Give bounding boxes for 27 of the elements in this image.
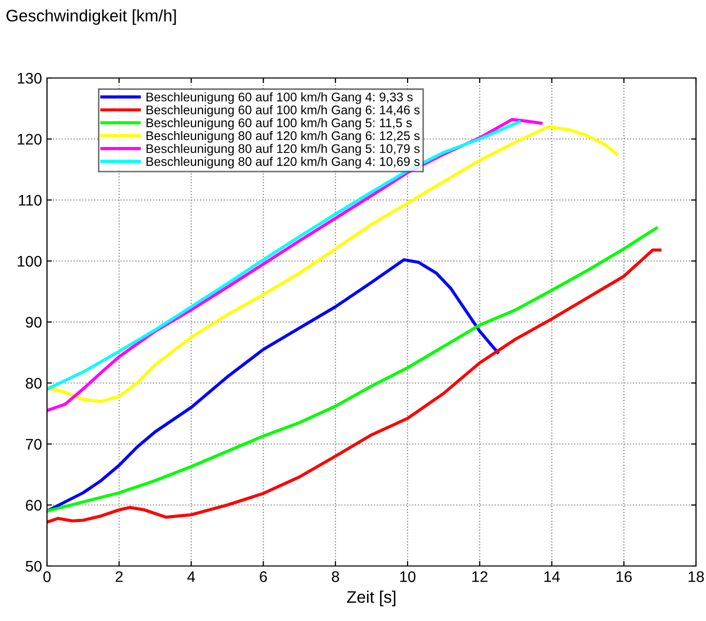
y-tick-label: 70: [26, 438, 42, 450]
y-tick-label: 110: [18, 194, 42, 206]
legend-label: Beschleunigung 60 auf 100 km/h Gang 4: 9,33 s: [146, 92, 413, 104]
x-tick-label: 16: [616, 571, 632, 582]
x-tick-label: 10: [400, 571, 416, 582]
x-tick-label: 4: [187, 571, 196, 582]
legend-label: Beschleunigung 80 auf 120 km/h Gang 6: 12,25 s: [146, 130, 420, 143]
legend-label: Beschleunigung 60 auf 100 km/h Gang 6: 14,46 s: [146, 105, 420, 117]
y-tick-label: 80: [26, 378, 42, 389]
y-axis-title: Geschwindigkeit [km/h]: [6, 9, 176, 25]
legend-label: Beschleunigung 80 auf 120 km/h Gang 4: 10,69 s: [146, 156, 420, 168]
x-tick-label: 14: [544, 571, 560, 582]
y-tick-label: 60: [26, 500, 42, 511]
x-tick-label: 12: [472, 571, 488, 582]
y-tick-label: 130: [18, 72, 42, 84]
legend-label: Beschleunigung 60 auf 100 km/h Gang 5: 11,5 s: [146, 118, 412, 130]
y-tick-label: 100: [18, 256, 42, 267]
y-tick-label: 90: [26, 316, 42, 328]
x-axis-title: Zeit [s]: [347, 590, 396, 606]
x-tick-label: 6: [260, 571, 267, 582]
x-tick-label: 18: [688, 571, 704, 582]
x-tick-label: 0: [43, 571, 51, 582]
y-tick-label: 50: [26, 560, 42, 572]
x-tick-label: 8: [332, 571, 340, 582]
legend-label: Beschleunigung 80 auf 120 km/h Gang 5: 10,79 s: [146, 144, 420, 156]
y-tick-label: 120: [18, 134, 42, 145]
x-tick-label: 2: [116, 571, 123, 582]
